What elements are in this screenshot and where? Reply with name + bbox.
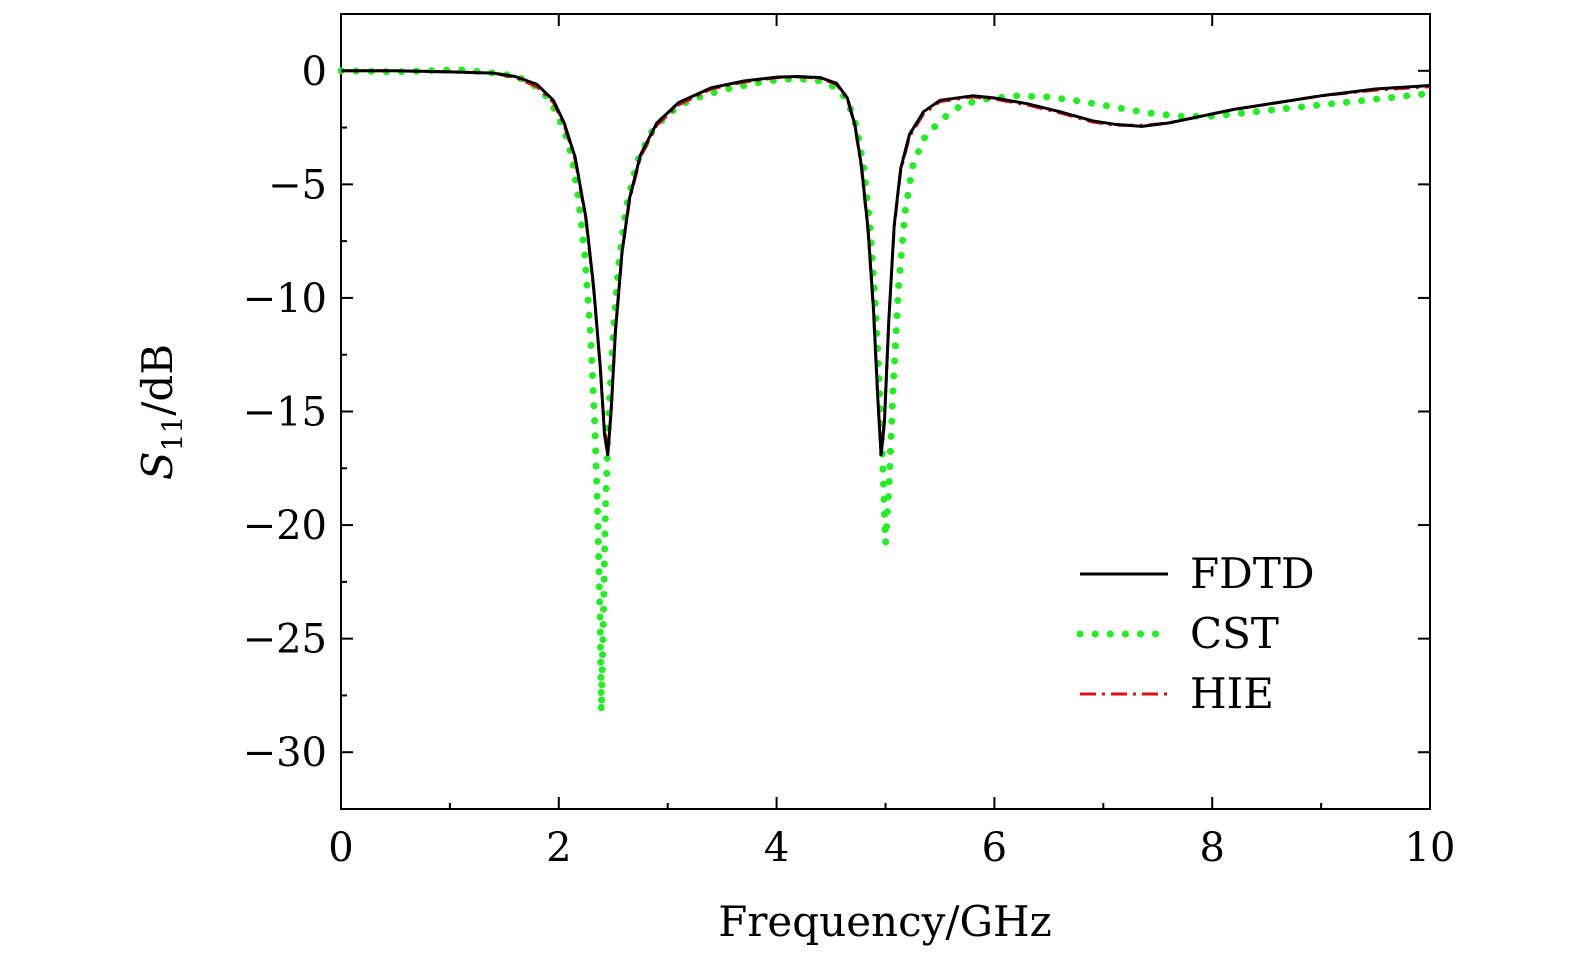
- y-tick-label: −10: [243, 276, 327, 322]
- x-tick-label: 10: [1405, 825, 1456, 871]
- y-tick-label: −5: [268, 162, 327, 208]
- series-layer: [337, 66, 1434, 715]
- x-tick-label: 8: [1199, 825, 1224, 871]
- x-tick-label: 0: [328, 825, 353, 871]
- x-tick-label: 4: [764, 825, 789, 871]
- legend-label-hie: HIE: [1190, 669, 1274, 718]
- y-tick-label: −30: [243, 730, 327, 776]
- y-tick-label: −25: [243, 617, 327, 663]
- y-axis-title-subscript: 11: [156, 416, 189, 452]
- legend-label-cst: CST: [1190, 609, 1279, 658]
- x-axis-ticks: 0 2 4 6 8 10: [328, 14, 1455, 871]
- y-tick-label: −20: [243, 503, 327, 549]
- legend: FDTD CST HIE: [1076, 549, 1315, 718]
- y-axis-title: S11/dB: [133, 344, 189, 480]
- y-axis-title-base: S: [133, 451, 182, 480]
- legend-label-fdtd: FDTD: [1190, 549, 1315, 598]
- y-tick-label: −15: [243, 390, 327, 436]
- series-line-fdtd: [341, 69, 1431, 457]
- y-axis-title-unit: /dB: [133, 344, 182, 416]
- x-tick-label: 2: [546, 825, 571, 871]
- y-axis-ticks: 0 −5 −10 −15 −20 −25 −30: [243, 49, 1430, 776]
- x-tick-label: 6: [982, 825, 1007, 871]
- y-tick-label: 0: [302, 49, 327, 95]
- x-axis-title: Frequency/GHz: [718, 897, 1052, 946]
